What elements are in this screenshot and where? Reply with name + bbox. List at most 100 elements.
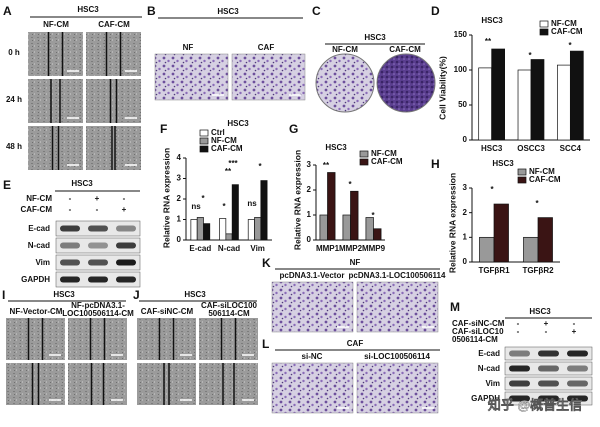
significance-label: * [490,185,494,194]
y-tick-label: 0 [307,235,312,244]
x-tick-label: Vim [250,244,265,253]
y-tick-label: 4 [177,153,182,162]
panel-title: HSC3 [529,307,551,316]
x-tick-label: OSCC3 [517,144,545,153]
x-tick-label: TGFβR2 [522,266,554,275]
bar [569,50,584,141]
bar [493,203,509,263]
blot-band [60,276,80,283]
panel-title: CAF [347,339,364,348]
condition-sign: - [545,327,548,336]
x-tick-label: MMP2 [339,244,363,253]
legend-label: NF-CM [211,136,237,145]
legend-label: Ctrl [211,128,225,137]
condition-sign: - [69,194,72,203]
bar [517,69,532,141]
panel-title: HSC3 [184,290,206,299]
column-label: pcDNA3.1-Vector [280,271,345,280]
blot-band [538,380,559,387]
blot-band [538,365,559,372]
blot-band [567,365,588,372]
x-tick-label: SCC4 [560,144,582,153]
significance-label: *** [228,159,238,168]
micrograph [137,318,196,360]
y-tick-label: 2 [463,208,468,217]
bar [196,217,204,241]
y-tick-label: 1 [463,232,468,241]
blot-band [60,259,80,266]
blot-band [116,259,136,266]
stain-image [154,53,229,101]
condition-sign: - [96,205,99,214]
y-tick-label: 0 [463,257,468,266]
chart-title: HSC3 [325,143,347,152]
y-tick-label: 150 [454,30,468,39]
micrograph [86,32,141,76]
significance-label: ** [323,161,330,170]
legend-label: NF-CM [371,149,397,158]
panel-title: HSC3 [53,290,75,299]
significance-label: * [222,202,226,211]
y-tick-label: 3 [177,174,182,183]
legend-swatch [199,129,209,137]
stain-image [231,53,306,101]
column-label: CAF-CM [389,45,421,54]
panel-letter: G [289,122,298,136]
legend-swatch [199,137,209,145]
y-tick-label: 3 [307,160,312,169]
legend-swatch [359,150,369,158]
blot-band [60,225,80,232]
condition-label: CAF-CM [20,205,52,214]
bar [365,217,374,241]
y-tick-label: 1 [177,215,182,224]
micrograph [28,126,83,170]
blot-label: E-cad [28,224,50,233]
significance-label: * [201,194,205,203]
row-label: 0 h [8,48,20,57]
stain-image [356,362,439,414]
condition-label: NF-CM [26,194,52,203]
column-label: pcDNA3.1-LOC100506114 [349,271,446,280]
blot-band [116,225,136,232]
significance-label: * [348,180,352,189]
bar [350,190,359,241]
blot-band [116,276,136,283]
bar [479,236,495,263]
column-label: NF-CM [332,45,358,54]
y-tick-label: 50 [458,100,467,109]
significance-label: * [371,211,375,220]
bar [231,184,239,241]
micrograph [28,32,83,76]
condition-label: CAF-siLOC10 [452,327,504,336]
x-tick-label: N-cad [218,244,240,253]
bar [247,219,255,241]
column-label: NF-pcDNA3.1- [71,301,125,310]
blot-label: N-cad [478,364,500,373]
legend-label: NF-CM [529,167,555,176]
bar [557,64,571,141]
condition-sign: - [517,319,520,328]
blot-band [567,395,588,402]
column-label: si-NC [302,352,323,361]
column-label: CAF-CM [98,20,130,29]
x-tick-label: E-cad [189,244,211,253]
micrograph [199,363,258,405]
blot-band [509,365,530,372]
blot-band [509,350,530,357]
blot-label: Vim [485,379,500,388]
column-label: CAF-siNC-CM [141,307,194,316]
panel-letter: A [3,4,12,18]
x-tick-label: TGFβR1 [478,266,510,275]
panel-title: HSC3 [71,179,93,188]
panel-letter: L [262,337,269,351]
column-label: CAF [258,43,275,52]
panel-letter: D [431,4,440,18]
column-label: 506114-CM [208,309,250,318]
x-tick-label: HSC3 [481,144,503,153]
culture-well [376,53,436,113]
bar [530,59,545,141]
condition-label: CAF-siNC-CM [452,319,505,328]
y-tick-label: 1 [307,210,312,219]
significance-label: ** [225,167,232,176]
